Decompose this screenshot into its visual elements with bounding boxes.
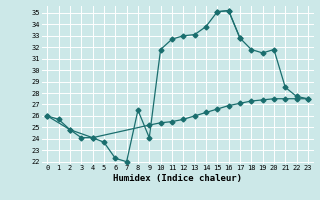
X-axis label: Humidex (Indice chaleur): Humidex (Indice chaleur) xyxy=(113,174,242,183)
